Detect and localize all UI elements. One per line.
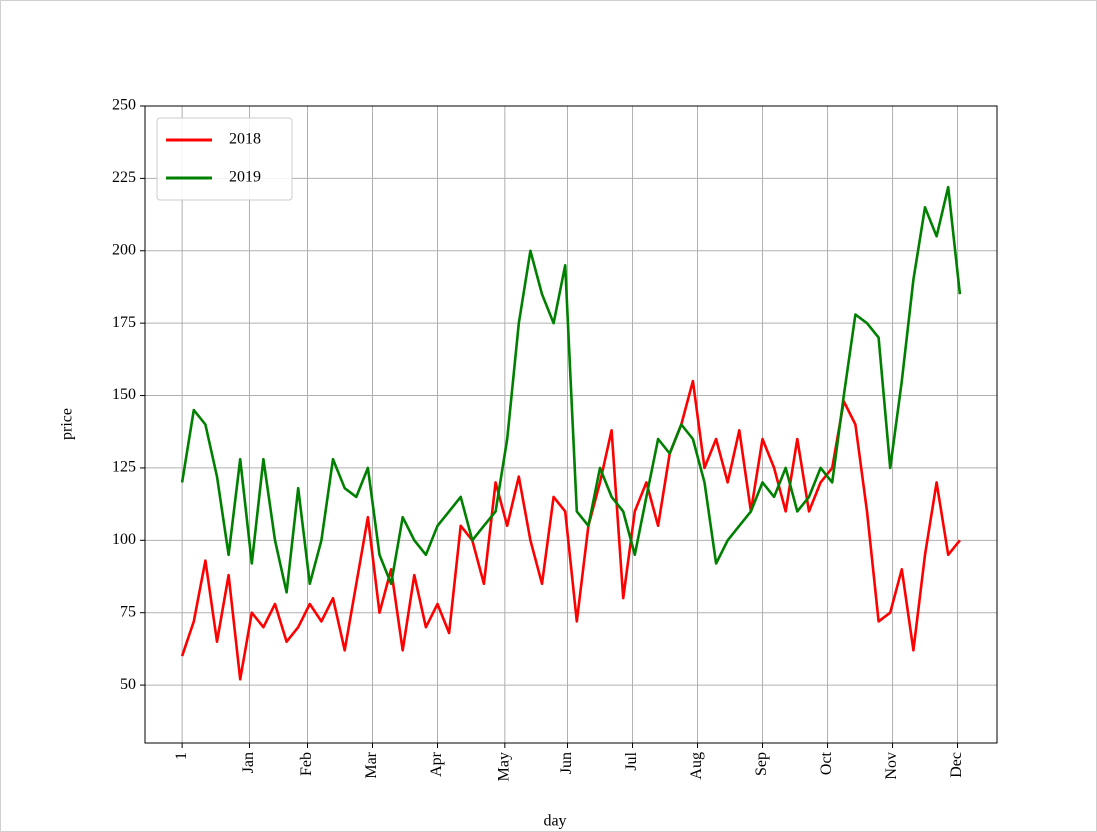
y-axis-label: price	[59, 408, 76, 440]
y-tick-label: 75	[120, 603, 136, 620]
y-tick-label: 150	[112, 386, 136, 403]
y-tick-label: 225	[112, 169, 136, 186]
series-line	[180, 379, 961, 681]
x-tick-label: Jan	[240, 752, 257, 773]
y-tick-label: 125	[112, 459, 136, 476]
legend: 2018 2019	[156, 117, 293, 201]
y-tick-label: 100	[112, 531, 136, 548]
x-tick-label: Aug	[688, 752, 705, 780]
legend-label: 2018	[229, 131, 261, 148]
y-tick-label: 250	[112, 97, 136, 114]
x-tick-label: Jul	[623, 751, 640, 770]
x-tick-label: 1	[173, 752, 190, 760]
legend-box	[156, 117, 293, 201]
x-tick-label: Apr	[428, 751, 445, 777]
series-line	[180, 185, 962, 594]
x-tick-label: Nov	[883, 752, 900, 780]
axes-frame	[144, 105, 998, 744]
x-axis-label: day	[543, 813, 566, 830]
x-tick-label: Mar	[363, 751, 380, 778]
x-tick-label: Dec	[948, 752, 965, 778]
x-tick-label: Oct	[818, 751, 835, 775]
legend-label: 2019	[229, 169, 261, 186]
x-tick-label: May	[496, 752, 513, 781]
x-tick-label: Jun	[558, 752, 575, 774]
y-tick-label: 175	[112, 314, 136, 331]
y-tick-label: 50	[120, 676, 136, 693]
x-tick-label: Feb	[298, 752, 315, 776]
y-tick-label: 200	[112, 241, 136, 258]
x-tick-label: Sep	[753, 752, 770, 776]
